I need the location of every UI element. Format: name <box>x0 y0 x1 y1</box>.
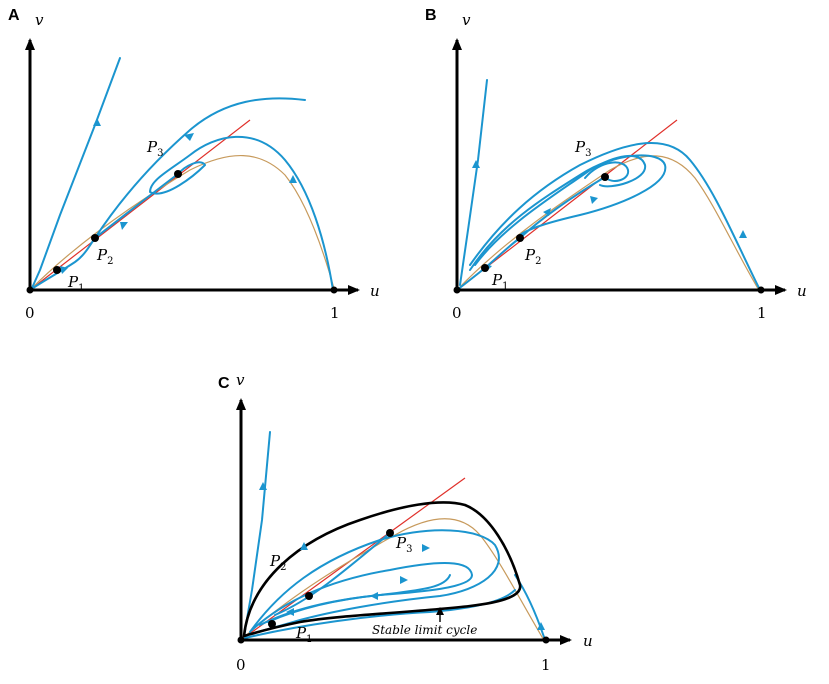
panel-c-trajectory-loop-outer <box>249 529 500 633</box>
panel-c-u-nullcline <box>240 518 546 643</box>
panel-a-trajectory-lower <box>29 237 96 291</box>
panel-c-trajectory-bottom <box>244 589 516 639</box>
panel-c-letter: C <box>218 375 230 392</box>
panel-c-limit-cycle-annotation: Stable limit cycle <box>372 623 477 637</box>
panel-b-p1-dot <box>481 264 489 272</box>
panel-c-trajectory-loop-inner <box>259 574 451 626</box>
panel-a-origin-label: 0 <box>25 304 35 322</box>
panel-c-arrow-4 <box>422 544 430 552</box>
panel-a-p1-dot <box>53 266 61 274</box>
panel-a-trajectory-steep <box>31 57 121 289</box>
panel-b-trajectory-loop-1 <box>469 154 667 271</box>
panel-c-p2-label: P2 <box>269 552 286 573</box>
panel-b-p3-dot <box>601 173 609 181</box>
panel-c-x-axis-label: u <box>583 632 593 650</box>
panel-b-trajectory-inner <box>519 176 606 239</box>
panel-a-arrow-4 <box>120 222 128 230</box>
panel-b-arrow-2 <box>739 230 747 238</box>
panel-a-arrow-2 <box>184 133 194 141</box>
panel-a-arrow-1 <box>93 118 101 126</box>
panel-a-u-nullcline <box>29 154 336 293</box>
panel-c-stable-limit-cycle <box>242 501 522 638</box>
panel-a: A P1 P2 P3 v u 0 1 <box>8 7 380 322</box>
panel-c-trajectory-steep <box>243 431 271 637</box>
panel-c-y-axis-label: v <box>236 371 245 389</box>
panel-c-p1-dot <box>268 620 276 628</box>
panel-a-arrow-3 <box>289 175 297 183</box>
panel-a-x-tick-1: 1 <box>330 304 340 322</box>
panel-c-arrow-6 <box>286 608 294 616</box>
panel-b-arrow-3 <box>543 208 551 216</box>
panel-a-p3-dot <box>174 170 182 178</box>
panel-c-arrow-1 <box>259 482 267 490</box>
panel-b-x-tick-1: 1 <box>757 304 767 322</box>
panel-c-arrow-2 <box>537 622 545 630</box>
panel-c-arrow-5 <box>370 592 378 600</box>
panel-b-p3-label: P3 <box>574 138 591 159</box>
panel-b-trajectory-right-outer <box>469 142 761 291</box>
panel-b-p2-dot <box>516 234 524 242</box>
panel-b-letter: B <box>425 7 437 24</box>
panel-a-arrow-5 <box>60 266 68 274</box>
panel-b-x-axis-label: u <box>797 282 807 300</box>
panel-b-trajectory-steep <box>459 79 488 286</box>
panel-c-arrow-3 <box>400 576 408 584</box>
panel-a-x-axis-label: u <box>370 282 380 300</box>
panel-b-trajectory-loop-2 <box>474 154 647 266</box>
panel-c-p3-label: P3 <box>395 534 412 555</box>
panel-b-trajectory-loop-3 <box>584 161 630 182</box>
panel-a-p2-label: P2 <box>96 246 113 267</box>
panel-c-p1-label: P1 <box>295 624 312 645</box>
panel-c-origin-label: 0 <box>236 656 246 674</box>
panel-c-p3-dot <box>386 529 394 537</box>
panel-b-p1-label: P1 <box>491 271 508 292</box>
panel-a-v-nullcline <box>29 119 251 291</box>
panel-b-y-axis-label: v <box>462 11 471 29</box>
panel-a-p3-label: P3 <box>146 138 163 159</box>
panel-b-p2-label: P2 <box>524 246 541 267</box>
panel-a-y-axis-label: v <box>35 11 44 29</box>
panel-a-p2-dot <box>91 234 99 242</box>
panel-a-trajectory-right-loop <box>149 135 334 291</box>
panel-c-arrow-7 <box>300 542 308 550</box>
panel-a-trajectory-top-right <box>94 97 306 239</box>
panel-c: C P1 P2 P3 Stable limit cycle <box>218 371 593 674</box>
panel-b-arrow-1 <box>472 160 480 168</box>
panel-b-origin-label: 0 <box>452 304 462 322</box>
panel-c-x-tick-1: 1 <box>541 656 551 674</box>
panel-a-letter: A <box>8 7 20 24</box>
panel-c-annotation-pointer-head <box>436 607 444 615</box>
panel-b-arrow-4 <box>590 196 598 204</box>
panel-c-trajectory-p2-to-p3 <box>274 532 391 616</box>
panel-a-trajectory-p2-to-p3 <box>94 173 179 239</box>
panel-b: B P1 P2 P3 v u 0 1 <box>425 7 807 322</box>
panel-c-p2-dot <box>305 592 313 600</box>
